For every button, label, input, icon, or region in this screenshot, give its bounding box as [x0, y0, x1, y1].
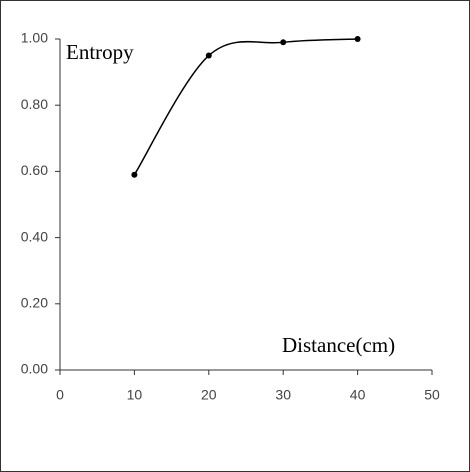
point	[354, 36, 361, 42]
point	[280, 39, 287, 46]
y-tick-label: 0.20	[21, 295, 48, 311]
x-tick-label: 20	[201, 387, 217, 403]
x-tick-label: 10	[127, 387, 143, 403]
y-tick-label: 0.00	[21, 361, 48, 377]
y-tick-label: 0.80	[21, 96, 48, 112]
line	[133, 38, 358, 176]
x-tick-label: 0	[56, 387, 64, 403]
y-tick-label: 1.00	[21, 30, 48, 46]
x-tick-label: 30	[275, 387, 291, 403]
y-tick-label: 0.40	[21, 228, 48, 244]
y-axis-label: Entropy	[66, 40, 134, 64]
y-tick-label: 0.60	[21, 162, 48, 178]
x-tick-label: 40	[350, 387, 366, 403]
x-axis-label: Distance(cm)	[282, 333, 395, 357]
x-tick-label: 50	[424, 387, 440, 403]
point	[205, 52, 212, 59]
point	[131, 171, 138, 178]
